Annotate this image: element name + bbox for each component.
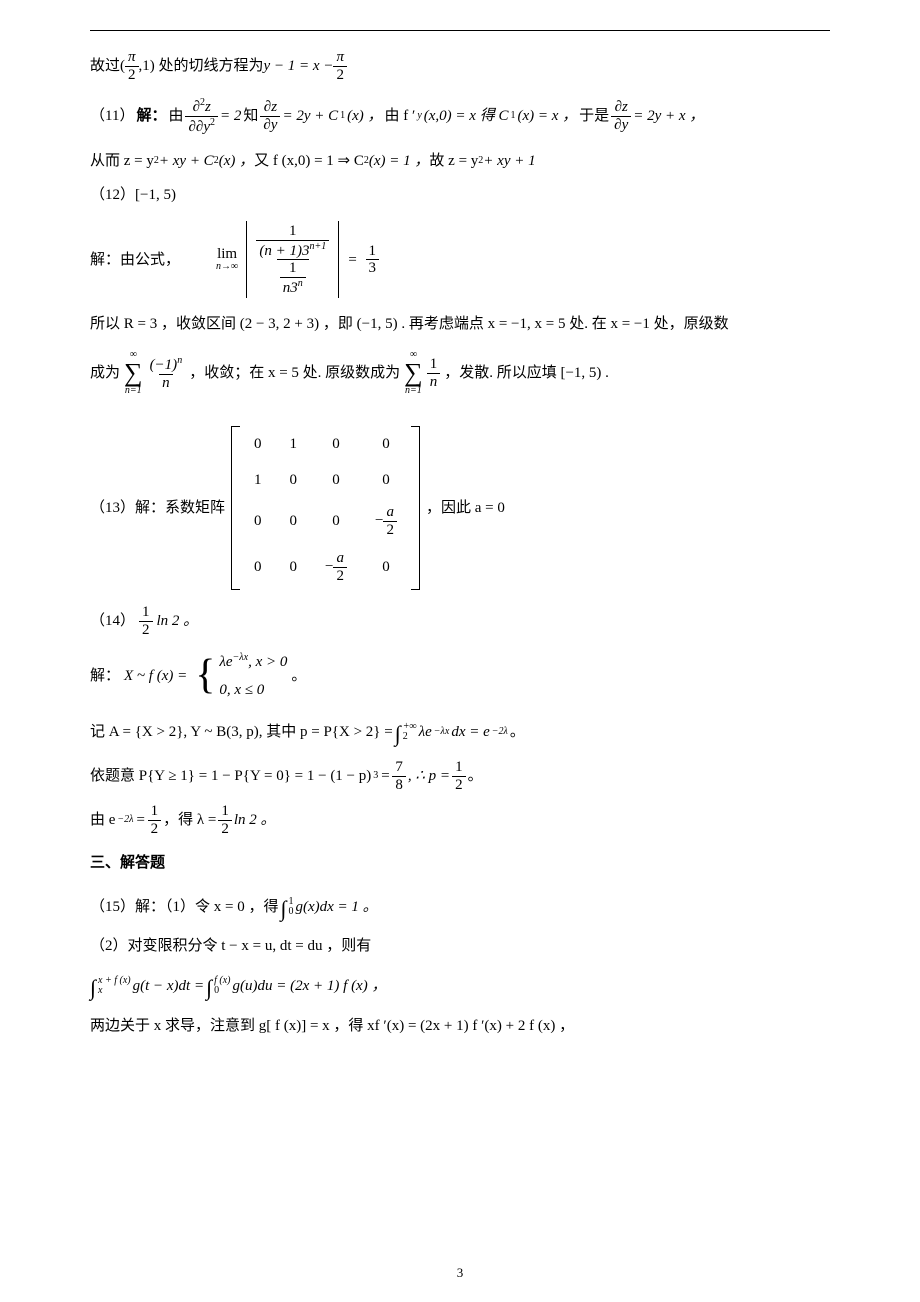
line-14c: 记 A = {X > 2}, Y ~ B(3, p), 其中 p = P{X >…: [90, 714, 830, 749]
frac-1-n: 1 n: [427, 356, 441, 390]
frac-dz-dy-2: ∂z ∂y: [611, 99, 631, 133]
line-tangent: 故过 ( π 2 ,1) 处的切线方程为 y − 1 = x − π 2: [90, 49, 830, 83]
frac-pi-2: π 2: [125, 49, 139, 83]
sum2: ∞ ∑ n=1: [404, 350, 423, 396]
text: 由: [168, 104, 183, 128]
text: ,1) 处的切线方程为: [139, 54, 264, 78]
line-limit: 解：由公式， lim n→∞ 1 (n + 1)3n+1 1: [90, 221, 830, 298]
line-15-1: （15）解：（1）令 x = 0 ，得 ∫ 10 g(x)dx = 1 。: [90, 889, 830, 924]
frac-dz-dy: ∂z ∂y: [260, 99, 280, 133]
outer-frac: 1 (n + 1)3n+1 1 n3n: [253, 223, 332, 296]
line-14: （14） 1 2 ln 2 。: [90, 604, 830, 638]
line-13: （13）解：系数矩阵 0100 1000 000 −a2 00 −a2 0 ，因…: [90, 426, 830, 590]
lim: lim n→∞: [216, 247, 238, 272]
page-number: 3: [0, 1263, 920, 1284]
abs: 1 (n + 1)3n+1 1 n3n: [246, 221, 339, 298]
label-solution: 解：: [136, 104, 166, 128]
line-14b: 解： X ~ f (x) = { λe−λx, x > 0 0, x ≤ 0 。: [90, 648, 830, 704]
line-R: 所以 R = 3 ，收敛区间 (2 − 3, 2 + 3) ，即 (−1, 5)…: [90, 312, 830, 336]
frac-pi-2-b: π 2: [333, 49, 347, 83]
frac-1-2-a: 1 2: [139, 604, 153, 638]
qnum: （11）: [90, 104, 134, 128]
top-rule: [90, 30, 830, 31]
cases: { λe−λx, x > 0 0, x ≤ 0: [191, 648, 287, 704]
text: 故过: [90, 54, 120, 78]
line-15-2: （2）对变限积分令 t − x = u, dt = du ，则有: [90, 934, 830, 958]
eq: y − 1 = x −: [264, 54, 334, 78]
line-series: 成为 ∞ ∑ n=1 (−1)n n ，收敛；在 x = 5 处. 原级数成为 …: [90, 350, 830, 396]
line-14e: 由 e−2λ = 12 ，得 λ = 12 ln 2 。: [90, 803, 830, 837]
coef-matrix: 0100 1000 000 −a2 00 −a2 0: [231, 426, 420, 590]
line-15-3: ∫ x + f (x)x g(t − x)dt = ∫ f (x)0 g(u)d…: [90, 968, 830, 1003]
line-12: （12）[−1, 5): [90, 183, 830, 207]
line-11: （11） 解： 由 ∂2z ∂∂y2 = 2 知 ∂z ∂y = 2y + C1…: [90, 97, 830, 135]
frac-d2z-dy2: ∂2z ∂∂y2: [185, 97, 218, 135]
frac-1-3: 1 3: [366, 243, 380, 277]
top-frac: 1 (n + 1)3n+1: [256, 223, 329, 259]
frac-neg1n-n: (−1)n n: [147, 355, 186, 391]
line-14d: 依题意 P{Y ≥ 1} = 1 − P{Y = 0} = 1 − (1 − p…: [90, 759, 830, 793]
page: 故过 ( π 2 ,1) 处的切线方程为 y − 1 = x − π 2 （11…: [0, 0, 920, 1302]
line-15-4: 两边关于 x 求导，注意到 g[ f (x)] = x ，得 xf ′(x) =…: [90, 1014, 830, 1038]
section-3: 三、解答题: [90, 851, 830, 875]
line-11b: 从而 z = y2 + xy + C2(x) ， 又 f (x,0) = 1 ⇒…: [90, 149, 830, 173]
bot-frac: 1 n3n: [280, 260, 306, 296]
sum1: ∞ ∑ n=1: [124, 350, 143, 396]
